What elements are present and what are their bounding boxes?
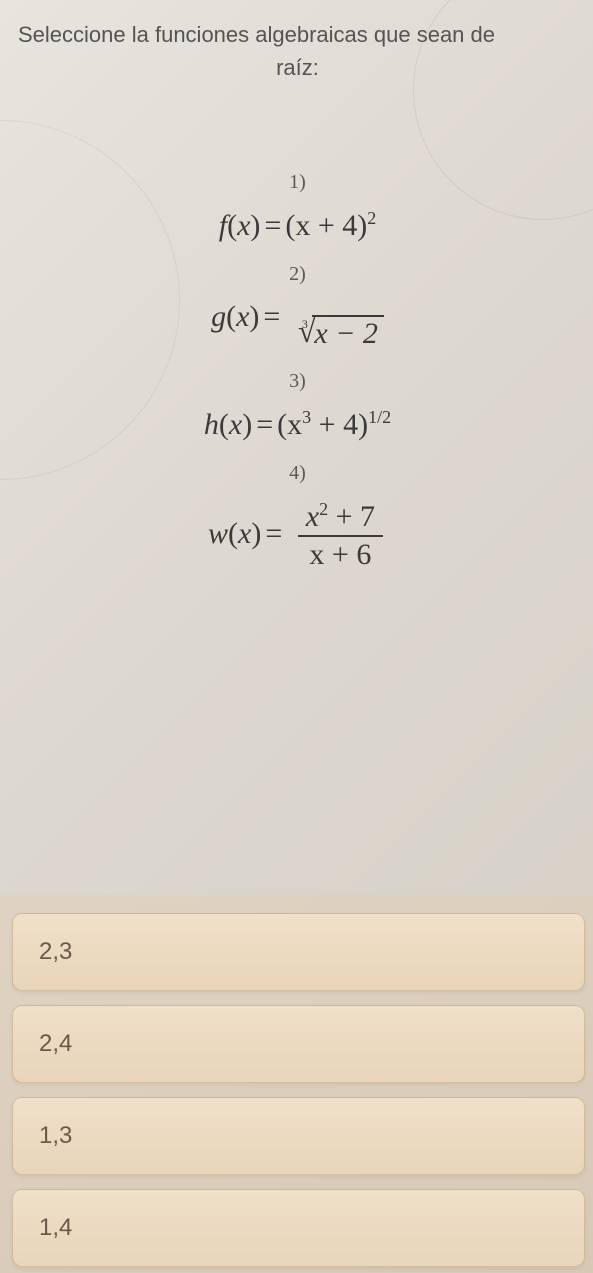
question-block: Seleccione la funciones algebraicas que …	[0, 0, 593, 573]
frac-top-var: x	[306, 500, 319, 533]
option-1[interactable]: 2,3	[12, 913, 585, 991]
fraction-numerator: x2 + 7	[298, 499, 383, 535]
equation-number: 1)	[289, 171, 306, 194]
question-line1: Seleccione la funciones algebraicas que …	[18, 20, 577, 51]
option-2[interactable]: 2,4	[12, 1005, 585, 1083]
fn-var: x	[229, 408, 242, 441]
fn-name: g	[211, 300, 226, 333]
fraction-denominator: x + 6	[301, 537, 379, 573]
rhs-base-exp: 3	[302, 407, 311, 427]
fn-name: w	[208, 517, 228, 550]
radical: 3 √ x − 2	[292, 315, 384, 350]
equation-number: 2)	[289, 263, 306, 286]
equation-number: 3)	[289, 370, 306, 393]
fn-name: h	[204, 408, 219, 441]
equation-formula: h(x)=(x3 + 4)1/2	[204, 407, 391, 442]
equation-3: 3) h(x)=(x3 + 4)1/2	[204, 370, 391, 442]
equation-1: 1) f(x)=(x + 4)2	[219, 171, 377, 243]
frac-top-tail: + 7	[328, 500, 375, 533]
rhs-exp: 1/2	[368, 407, 391, 427]
rhs-base: (x + 4)	[285, 209, 367, 242]
radical-symbol: √	[298, 319, 316, 345]
fn-name: f	[219, 209, 227, 242]
fraction: x2 + 7 x + 6	[298, 499, 383, 573]
option-3[interactable]: 1,3	[12, 1097, 585, 1175]
equation-formula: w(x)= x2 + 7 x + 6	[208, 499, 387, 573]
option-label: 2,4	[39, 1030, 72, 1058]
equation-4: 4) w(x)= x2 + 7 x + 6	[208, 462, 387, 573]
equation-formula: g(x)= 3 √ x − 2	[211, 300, 384, 350]
fn-var: x	[237, 209, 250, 242]
rhs-base: (x	[277, 408, 302, 441]
equations-list: 1) f(x)=(x + 4)2 2) g(x)= 3 √ x − 2 3) h…	[18, 171, 577, 573]
option-label: 2,3	[39, 938, 72, 966]
fn-var: x	[236, 300, 249, 333]
equation-2: 2) g(x)= 3 √ x − 2	[211, 263, 384, 350]
equation-number: 4)	[289, 462, 306, 485]
rhs-exp: 2	[367, 208, 376, 228]
option-4[interactable]: 1,4	[12, 1189, 585, 1267]
answer-options: 2,3 2,4 1,3 1,4	[0, 895, 593, 1273]
equation-formula: f(x)=(x + 4)2	[219, 208, 377, 243]
radical-body: x − 2	[312, 315, 384, 350]
option-label: 1,3	[39, 1122, 72, 1150]
rhs-base-tail: + 4)	[311, 408, 368, 441]
fn-var: x	[238, 517, 251, 550]
option-label: 1,4	[39, 1214, 72, 1242]
question-line2: raíz:	[18, 55, 577, 81]
frac-top-exp: 2	[319, 499, 328, 519]
